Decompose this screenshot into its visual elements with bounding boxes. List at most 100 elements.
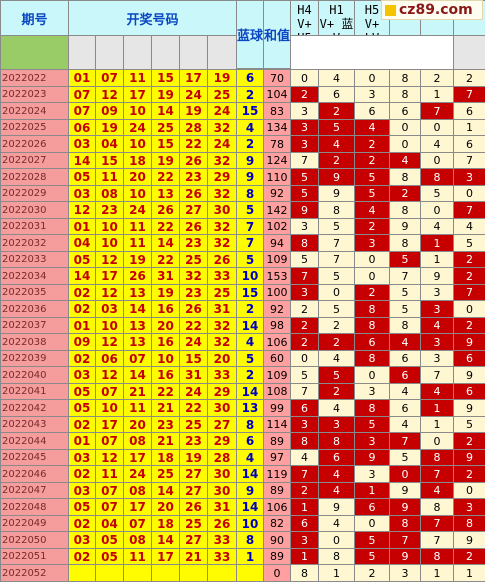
red-ball-number: 19 (179, 102, 208, 120)
red-ball-number: 11 (123, 399, 152, 417)
period-cell: 2022039 (0, 350, 69, 367)
period-cell: 2022045 (0, 449, 69, 466)
indicator-value: 1 (318, 564, 355, 582)
blue-ball-number: 2 (236, 300, 264, 318)
sum-value: 92 (263, 300, 291, 318)
blue-ball-number: 2 (236, 135, 264, 153)
indicator-value: 7 (453, 86, 485, 103)
period-cell: 2022051 (0, 548, 69, 565)
indicator-value: 9 (318, 168, 355, 186)
indicator-value: 4 (420, 482, 454, 499)
indicator-value: 7 (420, 531, 454, 549)
sum-value: 98 (263, 317, 291, 334)
red-ball-number: 01 (68, 69, 96, 87)
red-ball-number: 18 (151, 515, 180, 532)
indicator-value: 4 (290, 449, 319, 466)
sum-value: 94 (263, 234, 291, 252)
indicator-value: 4 (318, 399, 355, 417)
period-cell: 2022025 (0, 119, 69, 136)
indicator-value: 0 (354, 515, 390, 532)
sum-value: 0 (263, 564, 291, 582)
red-ball-number: 30 (207, 399, 237, 417)
blue-ball-number: 10 (236, 267, 264, 285)
indicator-value: 6 (453, 135, 485, 153)
indicator-value: 7 (389, 432, 421, 450)
indicator-value: 1 (420, 86, 454, 103)
indicator-value: 7 (290, 267, 319, 285)
red-ball-number: 16 (151, 300, 180, 318)
indicator-value: 2 (453, 317, 485, 334)
indicator-value: 0 (290, 69, 319, 87)
indicator-value: 8 (318, 201, 355, 219)
red-ball-number: 29 (207, 383, 237, 400)
indicator-value: 0 (290, 350, 319, 367)
red-ball-number: 14 (151, 234, 180, 252)
indicator-value: 6 (318, 86, 355, 103)
indicator-value: 0 (420, 119, 454, 136)
indicator-value: 1 (420, 251, 454, 268)
blue-ball-number: 14 (236, 317, 264, 334)
red-ball-number: 06 (68, 119, 96, 136)
red-ball-number: 03 (68, 531, 96, 549)
indicator-value: 7 (290, 152, 319, 169)
indicator-value: 0 (354, 251, 390, 268)
red-ball-number: 06 (95, 350, 124, 367)
indicator-value: 5 (290, 366, 319, 384)
red-ball-number: 27 (179, 531, 208, 549)
indicator-value: 5 (354, 548, 390, 565)
sum-value: 119 (263, 465, 291, 483)
red-ball-number: 27 (179, 201, 208, 219)
indicator-value: 0 (354, 267, 390, 285)
indicator-value: 4 (318, 482, 355, 499)
red-ball-number: 25 (179, 416, 208, 433)
indicator-value: 2 (318, 102, 355, 120)
red-ball-number: 32 (207, 152, 237, 169)
red-ball-number: 32 (179, 267, 208, 285)
red-ball-number: 19 (151, 86, 180, 103)
red-ball-number: 23 (179, 284, 208, 301)
indicator-value: 7 (453, 201, 485, 219)
blue-ball-number: 9 (236, 168, 264, 186)
indicator-value: 3 (420, 350, 454, 367)
red-ball-number: 17 (95, 416, 124, 433)
sum-value: 109 (263, 251, 291, 268)
indicator-value: 3 (290, 135, 319, 153)
sum-value: 99 (263, 399, 291, 417)
blue-ball-number: 6 (236, 432, 264, 450)
sum-value: 89 (263, 548, 291, 565)
period-cell: 2022031 (0, 218, 69, 235)
indicator-value: 8 (290, 432, 319, 450)
indicator-value: 4 (420, 317, 454, 334)
indicator-value: 2 (318, 152, 355, 169)
red-ball-number: 32 (207, 185, 237, 202)
indicator-value: 0 (389, 135, 421, 153)
header-h1v-bluev: H1 V+ 蓝V (318, 0, 355, 36)
indicator-value: 5 (354, 531, 390, 549)
header-subcell (95, 35, 124, 70)
header-subcell (453, 35, 485, 70)
indicator-value: 3 (354, 465, 390, 483)
sum-value: 92 (263, 185, 291, 202)
indicator-value: 9 (290, 201, 319, 219)
indicator-value: 8 (389, 168, 421, 186)
blue-ball-number: 1 (236, 548, 264, 565)
indicator-value: 5 (453, 234, 485, 252)
period-cell: 2022038 (0, 333, 69, 351)
indicator-value: 3 (354, 432, 390, 450)
sum-value: 100 (263, 284, 291, 301)
red-ball-number: 23 (179, 234, 208, 252)
indicator-value: 7 (318, 234, 355, 252)
period-cell: 2022043 (0, 416, 69, 433)
indicator-value: 7 (453, 284, 485, 301)
red-ball-number: 08 (123, 531, 152, 549)
period-cell: 2022041 (0, 383, 69, 400)
red-ball-number: 23 (151, 416, 180, 433)
red-ball-number: 31 (207, 498, 237, 516)
indicator-value: 4 (354, 119, 390, 136)
indicator-value: 1 (420, 399, 454, 417)
red-ball-number: 04 (95, 135, 124, 153)
watermark-text: cz89.com (399, 2, 473, 18)
indicator-value: 3 (354, 383, 390, 400)
red-ball-number: 20 (151, 498, 180, 516)
